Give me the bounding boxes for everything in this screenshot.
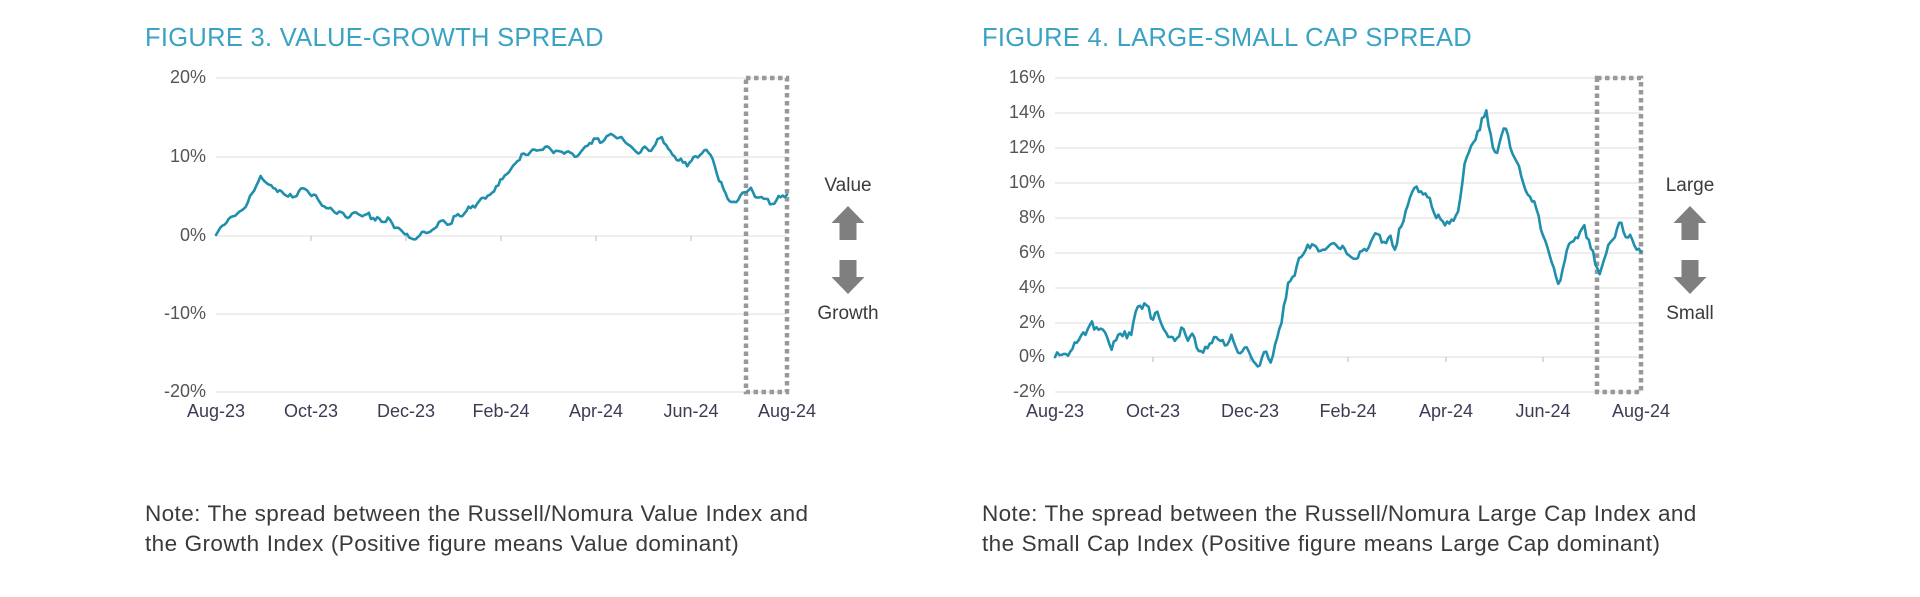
svg-text:12%: 12%	[1009, 137, 1045, 157]
svg-text:Oct-23: Oct-23	[284, 401, 338, 421]
svg-text:Small: Small	[1666, 303, 1714, 324]
svg-text:Jun-24: Jun-24	[1515, 401, 1570, 421]
svg-text:8%: 8%	[1019, 207, 1045, 227]
svg-text:Large: Large	[1666, 175, 1715, 196]
svg-text:6%: 6%	[1019, 242, 1045, 262]
svg-text:Feb-24: Feb-24	[472, 401, 529, 421]
svg-text:16%: 16%	[1009, 67, 1045, 87]
svg-text:Feb-24: Feb-24	[1319, 401, 1376, 421]
svg-text:10%: 10%	[170, 146, 206, 166]
svg-text:Oct-23: Oct-23	[1126, 401, 1180, 421]
svg-text:Aug-23: Aug-23	[1026, 401, 1084, 421]
svg-text:Dec-23: Dec-23	[1221, 401, 1279, 421]
svg-text:0%: 0%	[1019, 346, 1045, 366]
svg-text:Apr-24: Apr-24	[1419, 401, 1473, 421]
svg-text:Aug-24: Aug-24	[1612, 401, 1670, 421]
svg-text:Jun-24: Jun-24	[663, 401, 718, 421]
svg-text:-10%: -10%	[164, 303, 206, 323]
svg-text:Growth: Growth	[817, 303, 878, 324]
svg-text:20%: 20%	[170, 67, 206, 87]
svg-text:2%: 2%	[1019, 312, 1045, 332]
svg-text:Aug-23: Aug-23	[187, 401, 245, 421]
svg-text:14%: 14%	[1009, 102, 1045, 122]
svg-text:10%: 10%	[1009, 172, 1045, 192]
svg-text:Aug-24: Aug-24	[758, 401, 816, 421]
svg-text:0%: 0%	[180, 225, 206, 245]
svg-text:Dec-23: Dec-23	[377, 401, 435, 421]
svg-text:Apr-24: Apr-24	[569, 401, 623, 421]
svg-text:-20%: -20%	[164, 381, 206, 401]
svg-text:-2%: -2%	[1013, 381, 1045, 401]
svg-text:4%: 4%	[1019, 277, 1045, 297]
svg-text:Value: Value	[824, 175, 871, 196]
